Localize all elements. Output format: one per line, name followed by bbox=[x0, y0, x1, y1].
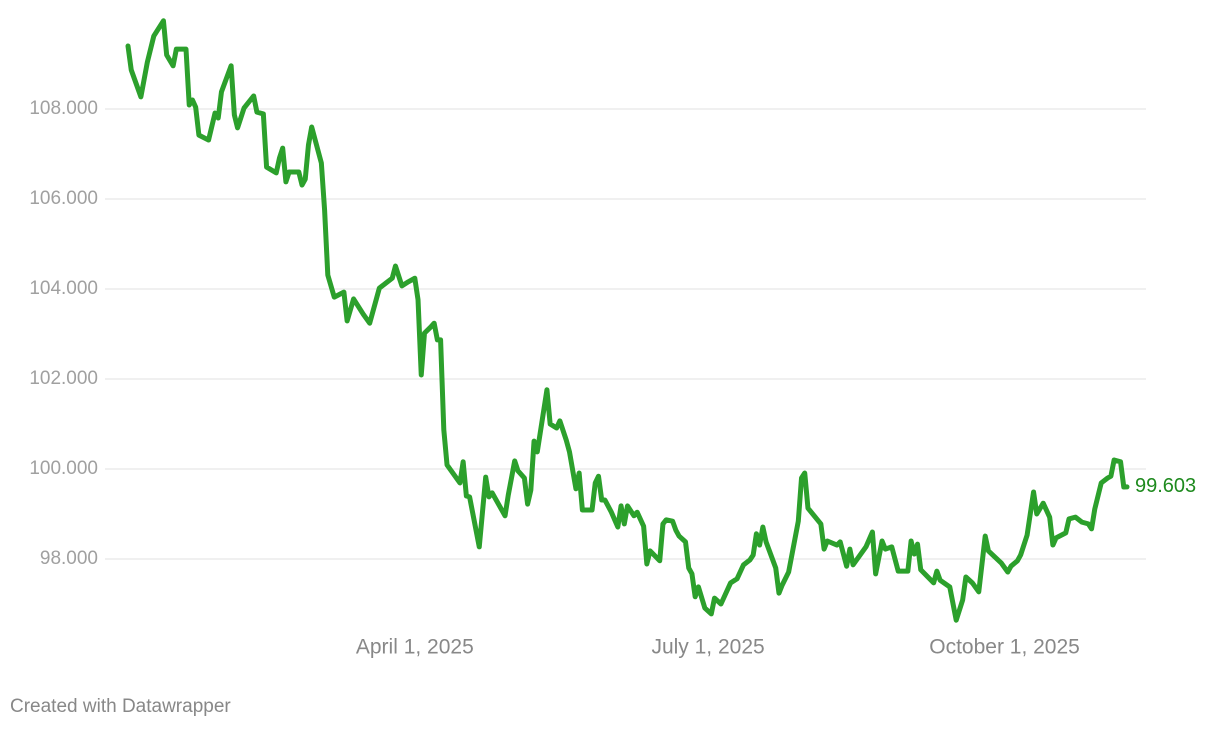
x-tick-label: October 1, 2025 bbox=[929, 636, 1080, 659]
y-tick-label: 108.000 bbox=[29, 98, 98, 119]
line bbox=[125, 18, 1130, 623]
y-tick-label: 100.000 bbox=[29, 458, 98, 479]
y-tick-label: 106.000 bbox=[29, 188, 98, 209]
y-tick-label: 102.000 bbox=[29, 368, 98, 389]
x-tick-label: July 1, 2025 bbox=[651, 636, 764, 659]
y-tick-label: 104.000 bbox=[29, 278, 98, 299]
footer: Created with Datawrapper bbox=[10, 696, 231, 717]
x-tick-label: April 1, 2025 bbox=[356, 636, 474, 659]
end-label: 99.603 bbox=[1135, 475, 1196, 497]
y-tick-label: 98.000 bbox=[40, 548, 98, 569]
